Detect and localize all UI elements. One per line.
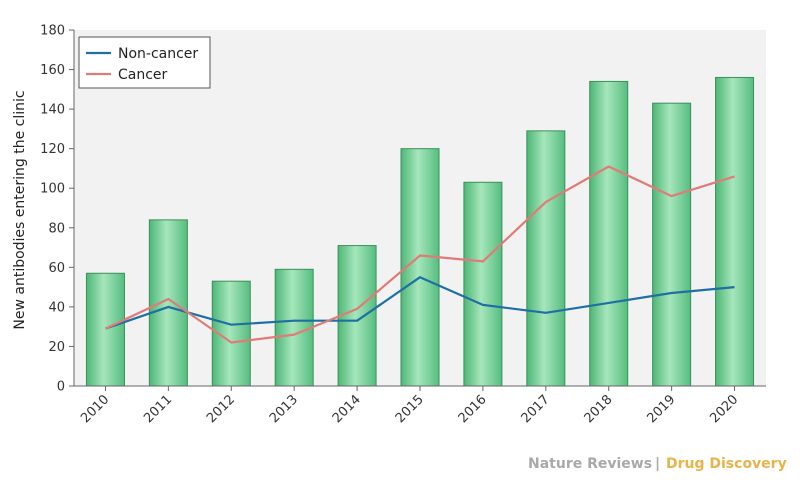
y-tick-label: 140 xyxy=(40,103,65,118)
series-line-non-cancer xyxy=(105,276,735,330)
x-tick-label: 2013 xyxy=(267,392,301,426)
credit-line: Nature Reviews | Drug Discovery xyxy=(528,456,787,472)
x-tick-label: 2014 xyxy=(330,392,364,426)
axes xyxy=(69,29,766,391)
bar-2013 xyxy=(274,268,314,387)
y-tick-label: 180 xyxy=(40,24,65,39)
y-tick-label: 120 xyxy=(40,142,65,157)
bar-2019 xyxy=(652,102,692,387)
credit-journal: Nature Reviews xyxy=(528,456,652,472)
y-tick-label: 20 xyxy=(48,340,65,355)
y-tick-label: 100 xyxy=(40,182,65,197)
bar-2018 xyxy=(589,80,629,387)
x-tick-label: 2017 xyxy=(519,392,553,426)
bar-2010 xyxy=(85,272,125,387)
y-tick-label: 60 xyxy=(48,261,65,276)
bar-2011 xyxy=(148,219,188,387)
series-line-cancer xyxy=(105,165,735,344)
legend-label-cancer: Cancer xyxy=(118,67,168,83)
bar-2020 xyxy=(715,76,755,387)
x-tick-label: 2018 xyxy=(582,392,616,426)
bars xyxy=(85,76,755,387)
x-tick-label: 2012 xyxy=(204,392,238,426)
y-tick-labels: 0 20 40 60 80 100 120 140 160 180 xyxy=(40,24,65,395)
y-tick-label: 0 xyxy=(57,380,65,395)
x-tick-label: 2010 xyxy=(78,392,112,426)
bar-2016 xyxy=(463,181,503,387)
x-tick-label: 2020 xyxy=(707,392,741,426)
y-tick-label: 80 xyxy=(48,221,65,236)
bar-2014 xyxy=(337,245,377,387)
legend-label-non-cancer: Non-cancer xyxy=(118,46,198,62)
x-tick-labels: 2010 2011 2012 2013 2014 2015 2016 2017 2018 2019… xyxy=(78,392,741,426)
legend: Non-cancer Cancer xyxy=(78,36,211,89)
x-tick-label: 2016 xyxy=(456,392,490,426)
y-tick-label: 40 xyxy=(48,300,65,315)
x-tick-label: 2011 xyxy=(141,392,175,426)
y-tick-label: 160 xyxy=(40,63,65,78)
series-lines xyxy=(105,165,735,344)
x-tick-label: 2019 xyxy=(644,392,678,426)
bar-2017 xyxy=(526,130,566,387)
x-tick-label: 2015 xyxy=(393,392,427,426)
legend-box xyxy=(78,36,211,89)
credit-journal-section: Drug Discovery xyxy=(666,456,787,472)
credit-separator: | xyxy=(655,456,660,472)
y-axis-label: New antibodies entering the clinic xyxy=(12,90,28,329)
